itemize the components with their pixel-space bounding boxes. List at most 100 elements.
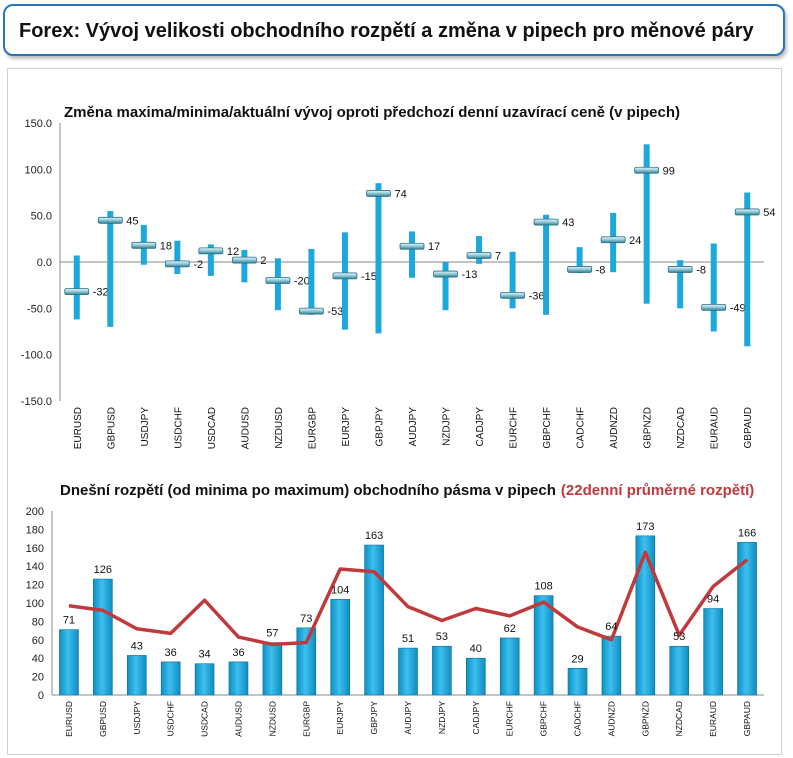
x-tick-label-eurgbp: EURGBP	[301, 701, 311, 737]
range-bar-eurchf	[499, 637, 520, 696]
daily-range-chart: Dnešní rozpětí (od minima po maximum) ob…	[26, 482, 764, 737]
value-label-audnzd: 64	[605, 621, 617, 633]
value-label-gbpnzd: 173	[636, 521, 654, 533]
x-tick-label-gbpaud: GBPAUD	[742, 701, 752, 736]
current-marker-gbpjpy	[366, 190, 391, 197]
value-label-gbpusd: 45	[126, 215, 138, 227]
current-marker-gbpaud	[734, 208, 760, 216]
value-label-gbpaud: 166	[738, 527, 756, 539]
y-tick-label: 160	[26, 543, 44, 555]
x-tick-label-cadchf: CADCHF	[576, 407, 587, 449]
range-bar-nzdcad	[669, 645, 690, 696]
x-tick-label-gbpusd: GBPUSD	[106, 407, 117, 449]
current-marker-audjpy	[399, 242, 425, 250]
y-tick-label: 100	[26, 598, 44, 610]
x-tick-label-nzdusd: NZDUSD	[274, 407, 285, 449]
y-tick-label: 140	[26, 561, 44, 573]
x-tick-label-usdcad: USDCAD	[207, 407, 218, 449]
x-tick-label-audjpy: AUDJPY	[408, 407, 419, 447]
x-tick-label-gbpchf: GBPCHF	[542, 407, 553, 449]
current-marker-nzdjpy	[433, 270, 458, 278]
y-tick-label: 200	[26, 506, 44, 518]
x-tick-label-gbpnzd: GBPNZD	[643, 407, 654, 449]
current-marker-eurjpy	[332, 272, 358, 280]
range-bar-eurjpy	[330, 599, 350, 696]
x-tick-label-cadchf: CADCHF	[573, 701, 583, 736]
range-bar-audjpy	[398, 647, 418, 696]
value-label-euraud: 94	[707, 594, 719, 606]
y-tick-label: 50.0	[31, 211, 52, 223]
range-bar-cadchf	[567, 668, 588, 696]
value-label-cadjpy: 7	[495, 251, 501, 263]
current-marker-gbpusd	[97, 216, 123, 224]
value-label-gbpjpy: 163	[365, 530, 383, 542]
range-bar-nzdusd	[262, 642, 283, 696]
current-marker-usdchf	[164, 260, 190, 268]
value-label-gbpjpy: 74	[394, 188, 406, 200]
x-tick-label-eurchf: EURCHF	[505, 701, 515, 736]
x-tick-label-eurgbp: EURGBP	[307, 407, 318, 450]
x-tick-label-eurjpy: EURJPY	[335, 701, 345, 735]
x-tick-label-euraud: EURAUD	[708, 701, 718, 737]
value-label-nzdjpy: 53	[436, 631, 448, 643]
value-label-nzdusd: -20	[294, 276, 310, 288]
x-tick-label-audusd: AUDUSD	[233, 701, 243, 737]
value-label-usdjpy: 43	[131, 640, 143, 652]
range-bar-nzdjpy	[442, 262, 449, 311]
range-bar-gbpjpy	[375, 183, 382, 334]
current-marker-cadchf	[567, 266, 593, 273]
x-tick-label-eurchf: EURCHF	[509, 407, 520, 449]
range-bar-eurusd	[73, 255, 80, 320]
x-tick-label-nzdjpy: NZDJPY	[437, 701, 447, 734]
range-bar-gbpnzd	[643, 144, 650, 304]
range-bar-cadchf	[576, 247, 583, 274]
value-label-gbpusd: 126	[94, 564, 112, 576]
x-tick-label-gbpjpy: GBPJPY	[369, 701, 379, 735]
value-label-eurgbp: 73	[300, 613, 312, 625]
current-marker-eurgbp	[299, 307, 324, 315]
current-marker-nzdcad	[667, 266, 693, 273]
current-marker-eurusd	[64, 288, 90, 296]
value-label-usdcad: 12	[227, 246, 239, 258]
y-tick-label: -100.0	[21, 350, 52, 362]
range-bar-eurchf	[509, 251, 516, 309]
chart-title-main: Dnešní rozpětí (od minima po maximum) ob…	[60, 482, 556, 499]
current-marker-usdcad	[198, 247, 224, 255]
range-bar-usdjpy	[126, 655, 147, 696]
x-tick-label-audjpy: AUDJPY	[403, 701, 413, 735]
x-tick-label-gbpusd: GBPUSD	[98, 701, 108, 737]
range-bar-eurgbp	[296, 627, 317, 696]
value-label-nzdjpy: -13	[462, 269, 478, 281]
value-label-audjpy: 51	[402, 633, 414, 645]
y-tick-label: 40	[32, 653, 44, 665]
y-tick-label: 150.0	[24, 118, 52, 130]
y-tick-label: -50.0	[27, 303, 52, 315]
range-bar-audnzd	[601, 635, 622, 696]
x-tick-label-eurusd: EURUSD	[73, 407, 84, 449]
range-bar-gbpusd	[93, 578, 113, 696]
value-label-audjpy: 17	[428, 241, 440, 253]
value-label-eurusd: 71	[63, 615, 75, 627]
current-marker-eurchf	[500, 291, 525, 299]
chart-title: Změna maxima/minima/aktuální vývoj oprot…	[64, 104, 680, 121]
current-marker-gbpnzd	[634, 166, 660, 174]
x-tick-label-usdchf: USDCHF	[173, 407, 184, 449]
current-marker-audusd	[231, 256, 257, 264]
y-tick-label: 80	[32, 616, 44, 628]
y-tick-label: 60	[32, 635, 44, 647]
range-bar-usdcad	[207, 244, 214, 276]
value-label-nzdusd: 57	[266, 628, 278, 640]
range-bar-euraud	[710, 243, 717, 332]
range-bar-euraud	[703, 608, 723, 696]
range-bar-gbpnzd	[635, 535, 656, 696]
x-tick-label-audusd: AUDUSD	[240, 407, 251, 449]
range-bar-cadjpy	[466, 657, 486, 696]
range-bar-gbpusd	[107, 211, 114, 327]
value-label-audusd: 2	[260, 255, 266, 267]
x-tick-label-cadjpy: CADJPY	[471, 701, 481, 735]
range-bar-usdcad	[194, 663, 215, 696]
value-label-audusd: 36	[232, 647, 244, 659]
value-label-euraud: -49	[730, 302, 746, 314]
y-tick-label: 0.0	[37, 257, 52, 269]
value-label-eurjpy: 104	[331, 584, 349, 596]
